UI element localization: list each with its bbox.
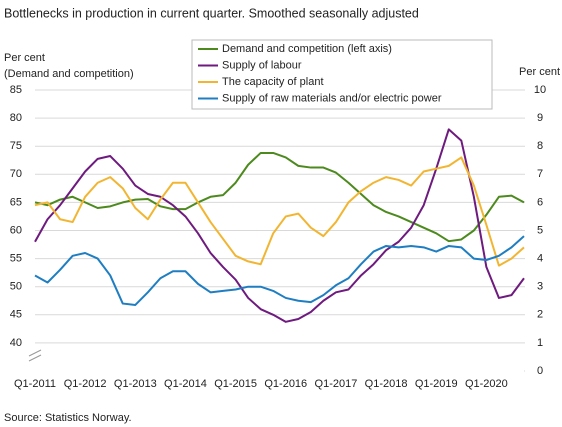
x-tick-label: Q1-2014: [164, 378, 207, 390]
y-tick-label: 65: [10, 196, 22, 208]
y2-tick-label: 1: [537, 337, 543, 349]
y-tick-label: 40: [10, 337, 22, 349]
x-tick-label: Q1-2017: [315, 378, 358, 390]
legend-label: Supply of labour: [222, 59, 302, 71]
y2-tick-label: 8: [537, 140, 543, 152]
series-line: [34, 235, 525, 306]
y-tick-label: 60: [10, 224, 22, 236]
y2-tick-label: 5: [537, 224, 543, 236]
x-tick-label: Q1-2011: [14, 378, 56, 390]
chart-title: Bottlenecks in production in current qua…: [4, 6, 419, 20]
y2-tick-label: 0: [537, 365, 543, 377]
y2-tick-label: 7: [537, 168, 543, 180]
y2-tick-label: 10: [534, 84, 546, 96]
x-tick-label: Q1-2013: [114, 378, 157, 390]
y-axis-label: (Demand and competition): [4, 68, 134, 80]
y-axis-label: Per cent: [4, 52, 45, 64]
x-tick-label: Q1-2018: [365, 378, 408, 390]
x-tick-label: Q1-2016: [264, 378, 307, 390]
legend-label: The capacity of plant: [222, 76, 324, 88]
x-tick-label: Q1-2012: [64, 378, 107, 390]
y-tick-label: 80: [10, 112, 22, 124]
y2-tick-label: 4: [537, 253, 543, 265]
source: Source: Statistics Norway.: [4, 412, 132, 424]
x-tick-label: Q1-2015: [214, 378, 257, 390]
y-tick-label: 45: [10, 309, 22, 321]
y-tick-label: 55: [10, 253, 22, 265]
y2-tick-label: 6: [537, 196, 543, 208]
legend-label: Demand and competition (left axis): [222, 43, 392, 55]
legend-box: [191, 39, 493, 110]
y-tick-label: 85: [10, 84, 22, 96]
x-tick-label: Q1-2019: [415, 378, 458, 390]
y-tick-label: 70: [10, 168, 22, 180]
series-line: [34, 151, 525, 243]
y2-tick-label: 9: [537, 112, 543, 124]
series-line: [34, 156, 525, 267]
series-line: [34, 128, 525, 323]
y-tick-label: 50: [10, 281, 22, 293]
x-tick-label: Q1-2020: [465, 378, 508, 390]
y2-axis-label: Per cent: [519, 66, 560, 78]
legend-label: Supply of raw materials and/or electric …: [222, 92, 442, 104]
y2-tick-label: 2: [537, 309, 543, 321]
y-tick-label: 75: [10, 140, 22, 152]
axis-break: [28, 349, 42, 362]
y2-tick-label: 3: [537, 281, 543, 293]
